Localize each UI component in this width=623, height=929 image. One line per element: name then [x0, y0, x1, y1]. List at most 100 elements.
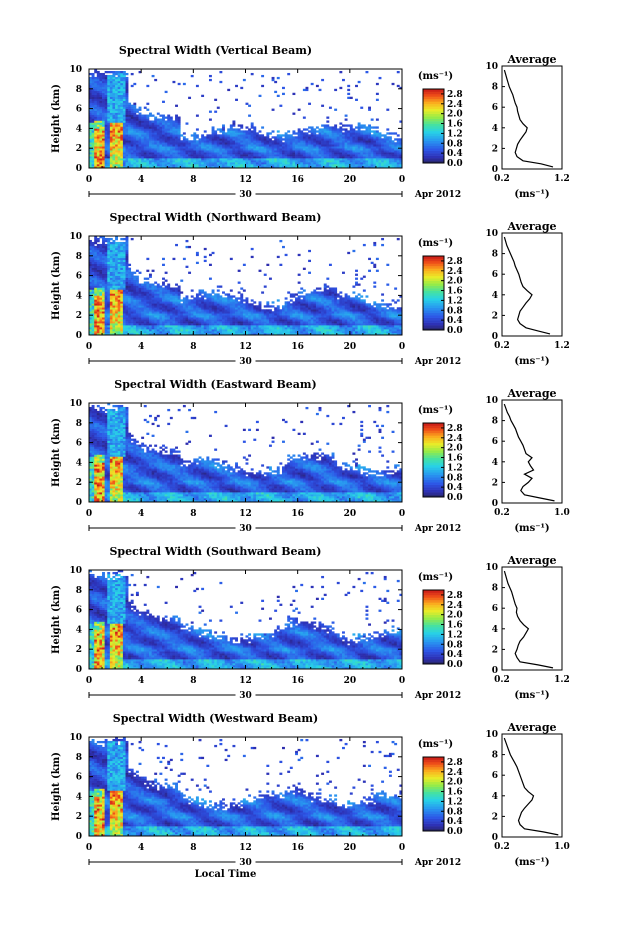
heatmap-cell [162, 100, 165, 103]
heatmap-cell [167, 317, 171, 320]
heatmap-cell [133, 275, 137, 278]
heatmap-cell [386, 154, 390, 157]
heatmap-cell [180, 327, 184, 330]
heatmap-cell [122, 311, 126, 314]
heatmap-cell [180, 305, 184, 308]
heatmap-cell [344, 148, 348, 151]
heatmap-cell [154, 144, 158, 147]
heatmap-cell [102, 82, 105, 86]
heatmap-cell [177, 150, 181, 153]
heatmap-cell [89, 72, 92, 76]
heatmap-cell [222, 134, 225, 137]
heatmap-cell [162, 305, 165, 308]
heatmap-cell [120, 108, 124, 111]
heatmap-cell [162, 303, 165, 306]
heatmap-cell [130, 126, 134, 129]
heatmap-cell [159, 299, 163, 302]
heatmap-cell [334, 132, 338, 135]
heatmap-cell [331, 134, 335, 137]
heatmap-cell [128, 279, 132, 282]
heatmap-cell [130, 317, 134, 320]
heatmap-cell [164, 291, 168, 294]
heatmap-cell [276, 154, 280, 157]
heatmap-cell [146, 148, 150, 151]
heatmap-cell [229, 146, 233, 149]
heatmap-cell [175, 323, 178, 326]
colorbar-segment [423, 140, 444, 144]
heatmap-cell [89, 88, 92, 92]
heatmap-cell [133, 271, 137, 274]
heatmap-cell [219, 160, 223, 163]
heatmap-cell [125, 146, 129, 149]
heatmap-cell [156, 166, 160, 168]
colorbar-segment [423, 118, 444, 122]
heatmap-cell [125, 122, 129, 125]
heatmap-cell [222, 136, 225, 139]
heatmap-cell [112, 317, 116, 320]
heatmap-cell [297, 158, 301, 161]
heatmap-cell [130, 319, 134, 322]
heatmap-cell [112, 319, 116, 322]
heatmap-cell [172, 333, 176, 335]
heatmap-cell [216, 317, 220, 320]
heatmap-cell [182, 160, 186, 163]
heatmap-cell [375, 148, 379, 151]
heatmap-cell [318, 140, 322, 143]
heatmap-cell [258, 144, 262, 147]
heatmap-cell [245, 154, 249, 157]
heatmap-cell [112, 166, 116, 168]
heatmap-cell [302, 134, 306, 137]
heatmap-cell [112, 295, 116, 298]
heatmap-cell [172, 321, 176, 324]
heatmap-cell [339, 136, 343, 139]
heatmap-cell [94, 98, 98, 101]
heatmap-cell [232, 329, 236, 332]
heatmap-cell [146, 277, 150, 280]
heatmap-cell [211, 305, 215, 308]
heatmap-cell [188, 299, 192, 302]
heatmap-cell [172, 305, 176, 308]
heatmap-cell [156, 307, 160, 310]
heatmap-cell [177, 162, 181, 165]
heatmap-cell [373, 140, 377, 143]
heatmap-cell [128, 323, 132, 326]
heatmap-cell [224, 293, 228, 296]
heatmap-cell [120, 327, 124, 330]
heatmap-cell [133, 102, 137, 105]
heatmap-cell [349, 148, 353, 151]
heatmap-cell [295, 146, 298, 149]
heatmap-cell [271, 130, 275, 133]
heatmap-cell [195, 144, 199, 147]
heatmap-cell [195, 261, 199, 265]
heatmap-cell [297, 138, 301, 141]
heatmap-cell [159, 130, 163, 133]
heatmap-cell [206, 307, 210, 310]
heatmap-cell [148, 130, 152, 133]
heatmap-cell [203, 146, 207, 149]
heatmap-cell [164, 321, 168, 324]
heatmap-cell [328, 144, 332, 147]
heatmap-cell [112, 86, 116, 90]
heatmap-cell [383, 150, 387, 153]
heatmap-cell [321, 154, 325, 157]
heatmap-cell [94, 86, 98, 90]
heatmap-cell [128, 313, 132, 316]
heatmap-cell [154, 309, 158, 312]
heatmap-cell [112, 152, 116, 155]
heatmap-cell [355, 134, 358, 137]
heatmap-cell [89, 249, 92, 253]
heatmap-cell [222, 299, 225, 302]
heatmap-cell [159, 148, 163, 151]
heatmap-cell [89, 305, 92, 308]
heatmap-cell [208, 158, 212, 161]
heatmap-cell [198, 144, 202, 147]
heatmap-cell [148, 122, 152, 125]
heatmap-cell [89, 263, 92, 266]
heatmap-cell [195, 317, 199, 320]
heatmap-cell [185, 315, 189, 318]
heatmap-cell [151, 162, 155, 165]
heatmap-cell [305, 158, 309, 161]
heatmap-cell [122, 98, 126, 101]
heatmap-cell [148, 114, 152, 117]
heatmap-cell [138, 307, 142, 310]
